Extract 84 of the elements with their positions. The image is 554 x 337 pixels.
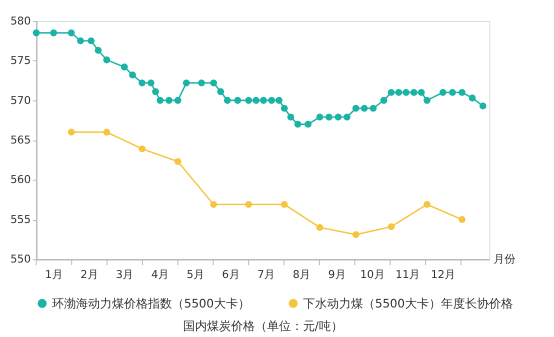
point [352,231,360,238]
point [217,88,224,96]
point [166,96,172,104]
point [439,88,446,96]
point [245,96,252,104]
point [418,88,425,96]
point [304,120,312,128]
point [152,88,160,96]
point [458,88,466,96]
point [198,79,206,86]
point [395,88,402,96]
point [147,79,154,86]
point [468,94,476,102]
point [120,64,128,70]
y-tick-label: 570 [10,94,32,107]
x-tick-label: 12月 [430,268,456,281]
point [156,96,164,104]
legend-label: 环渤海动力煤价格指数（5500大卡） [52,296,250,310]
point [316,114,324,121]
point [224,96,231,104]
point [210,200,218,208]
point [138,79,146,86]
x-tick-label: 11月 [396,268,420,281]
point [174,158,182,165]
point [402,88,410,96]
point [352,104,360,112]
point [260,96,267,104]
y-tick-label: 575 [10,54,31,68]
x-tick-label: 8月 [292,268,311,281]
point [334,114,342,121]
point [458,216,466,223]
point [424,96,430,104]
point [32,29,40,36]
point [287,114,294,121]
x-tick-label: 7月 [257,268,276,281]
point [245,200,252,208]
point [325,114,332,121]
point [294,120,302,128]
point [479,102,486,110]
x-tick-label: 10月 [360,268,385,281]
point [410,88,418,96]
point [268,96,276,104]
point [280,200,288,208]
y-tick-label: 580 [10,14,32,28]
point [129,72,136,78]
x-axis-title: 月份 [494,252,516,266]
point [276,96,283,104]
point [174,96,182,104]
point [388,88,395,96]
point [103,56,110,64]
point [449,88,456,96]
point [77,37,84,44]
point [360,104,368,112]
point [103,128,110,136]
x-tick-label: 5月 [186,268,204,281]
point [344,114,350,121]
point [138,145,146,152]
x-tick-label: 3月 [116,268,134,281]
legend-label: 下水动力煤（5500大卡）年度长协价格 [302,296,513,310]
y-tick-label: 560 [10,173,32,186]
x-tick-label: 9月 [328,268,346,281]
point [380,96,388,104]
x-tick-label: 4月 [151,268,170,281]
point [88,37,95,44]
point [50,29,58,36]
point [424,200,430,208]
point [68,29,75,36]
text: 国内煤炭价格（单位：元/吨） [182,318,343,333]
x-tick-label: 2月 [80,268,98,281]
point [94,46,102,54]
point [210,79,218,86]
point [252,96,260,104]
x-tick-label: 6月 [222,268,240,281]
y-tick-label: 565 [10,134,31,147]
point [234,96,242,104]
x-tick-label: 1月 [45,268,63,281]
point [316,224,324,231]
point [68,128,75,136]
point [280,104,288,112]
y-tick-label: 555 [10,212,31,226]
point [388,223,395,230]
y-tick-label: 550 [10,252,32,266]
point [370,104,377,112]
point [182,79,190,86]
